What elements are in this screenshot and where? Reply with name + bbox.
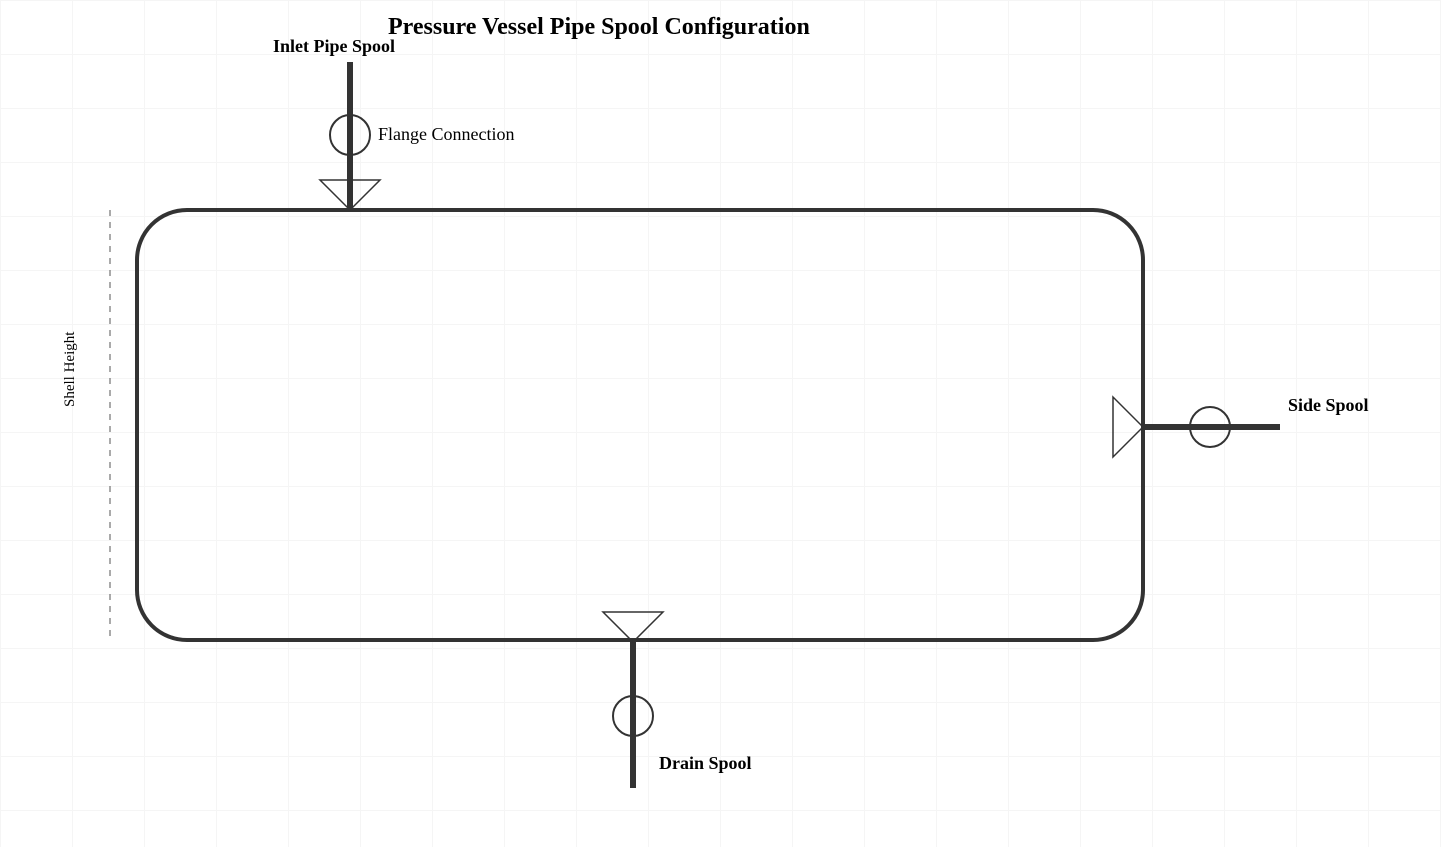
flange-label: Flange Connection (378, 124, 514, 145)
inlet-label: Inlet Pipe Spool (273, 36, 395, 57)
shell-height-label: Shell Height (62, 332, 79, 407)
side-spool-label: Side Spool (1288, 395, 1369, 416)
drain-nozzle-triangle (603, 612, 663, 642)
side-nozzle-triangle (1113, 397, 1143, 457)
vessel-body (137, 210, 1143, 640)
diagram-title: Pressure Vessel Pipe Spool Configuration (388, 14, 810, 41)
drain-spool-label: Drain Spool (659, 753, 752, 774)
diagram-svg (0, 0, 1441, 847)
